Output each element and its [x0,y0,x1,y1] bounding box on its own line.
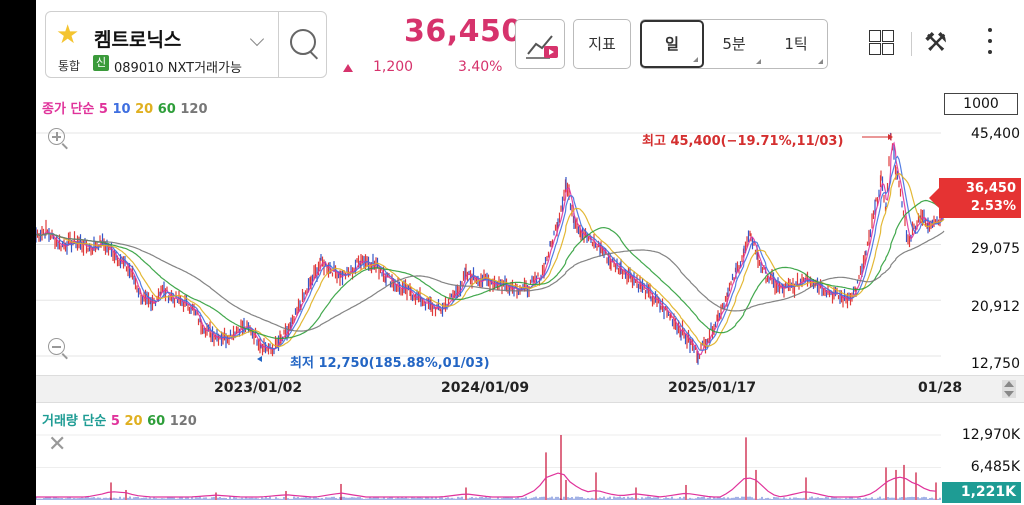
current-volume-tag: 1,221K [942,482,1021,503]
ma-120-label: 120 [180,102,208,117]
vol-ma-5-label: 5 [110,414,120,429]
corner-mark [693,57,698,62]
zoom-out-icon[interactable] [48,338,70,360]
ma-10-label: 10 [112,102,131,117]
legend-prefix: 종가 단순 [42,102,95,117]
app-window: ★ 켐트로닉스 통합 신 089010 NXT거래가능 36,450 1,200… [36,0,1024,505]
chevron-down-icon[interactable] [249,31,265,47]
stock-name[interactable]: 켐트로닉스 [94,29,182,51]
ma-20-label: 20 [135,102,154,117]
period-tick-tab[interactable]: 1틱 [765,20,827,68]
x-axis-label: 2023/01/02 [214,380,303,396]
period-5min-tab[interactable]: 5분 [703,20,765,68]
current-price-tag-percent: 2.53% [970,199,1016,214]
stock-header: ★ 켐트로닉스 통합 신 089010 NXT거래가능 36,450 1,200… [36,0,1024,88]
vol-ma-20-label: 20 [124,414,143,429]
vol-ma-120-label: 120 [169,414,197,429]
chart-video-button[interactable] [515,19,565,69]
price-change-percent: 3.40% [458,59,503,75]
layout-grid-icon[interactable] [869,30,895,56]
current-price-tag: 36,450 2.53% [929,178,1021,218]
more-menu-icon[interactable] [988,28,994,61]
price-chart-canvas[interactable] [36,88,1024,505]
x-axis-label: 2024/01/09 [441,380,530,396]
vol-ma-60-label: 60 [147,414,166,429]
low-marker-arrow [257,356,262,362]
x-axis-label: 2025/01/17 [668,380,757,396]
chart-area[interactable]: 종가 단순 5 10 20 60 120 1000 45,400 29,075 … [36,88,1024,505]
corner-mark [818,59,823,64]
low-annotation: 최저 12,750(185.88%,01/03) [290,356,490,371]
y-axis-label: 29,075 [971,241,1020,257]
divider [278,12,279,77]
ma-5-label: 5 [98,102,108,117]
scroll-arrows-icon[interactable] [1002,380,1016,398]
chart-play-icon [526,35,558,59]
period-day-tab[interactable]: 일 [640,20,704,68]
candle-count-box[interactable]: 1000 [944,93,1018,115]
credit-badge: 신 [93,55,109,71]
close-volume-icon[interactable]: ✕ [48,432,67,457]
price-change: 1,200 [373,59,414,75]
corner-mark [756,59,761,64]
period-tick-label: 1틱 [784,35,808,53]
period-5min-label: 5분 [722,35,746,53]
moving-average-line-3 [36,199,945,340]
high-annotation: 최고 45,400(−19.71%,11/03) [642,134,844,149]
favorite-star-icon[interactable]: ★ [56,20,80,50]
y-axis-label: 45,400 [971,126,1020,142]
y-axis-label: 12,750 [971,356,1020,372]
x-axis-bar[interactable]: 2023/01/02 2024/01/09 2025/01/17 01/28 [36,375,1024,403]
stock-selector[interactable]: ★ 켐트로닉스 통합 신 089010 NXT거래가능 [45,11,327,78]
market-label: 통합 [58,59,81,73]
ma-60-label: 60 [157,102,176,117]
x-axis-label: 01/28 [918,380,963,396]
current-price: 36,450 [404,14,523,49]
search-icon[interactable] [290,29,316,55]
volume-y-label: 6,485K [970,459,1020,475]
moving-average-line-2 [36,172,945,348]
moving-average-line-0 [36,141,945,356]
moving-average-line-4 [36,230,945,332]
volume-y-label: 12,970K [961,427,1020,443]
current-price-tag-value: 36,450 [965,181,1016,196]
period-day-label: 일 [665,35,679,53]
price-ma-legend[interactable]: 종가 단순 5 10 20 60 120 [42,98,208,117]
volume-legend-prefix: 거래량 단순 [42,414,107,429]
high-marker-arrow [888,134,893,140]
up-arrow-icon [343,64,353,72]
divider [911,32,912,56]
period-selector: 일 5분 1틱 [640,19,828,69]
moving-average-line-1 [36,155,945,351]
volume-ma-legend[interactable]: 거래량 단순 5 20 60 120 [42,410,197,429]
indicator-button[interactable]: 지표 [573,19,631,69]
zoom-in-icon[interactable] [48,128,70,150]
stock-code: 089010 NXT거래가능 [114,61,242,76]
volume-ma-line [36,472,937,498]
y-axis-label: 20,912 [971,299,1020,315]
tools-settings-icon[interactable]: ⚒ [924,28,948,58]
